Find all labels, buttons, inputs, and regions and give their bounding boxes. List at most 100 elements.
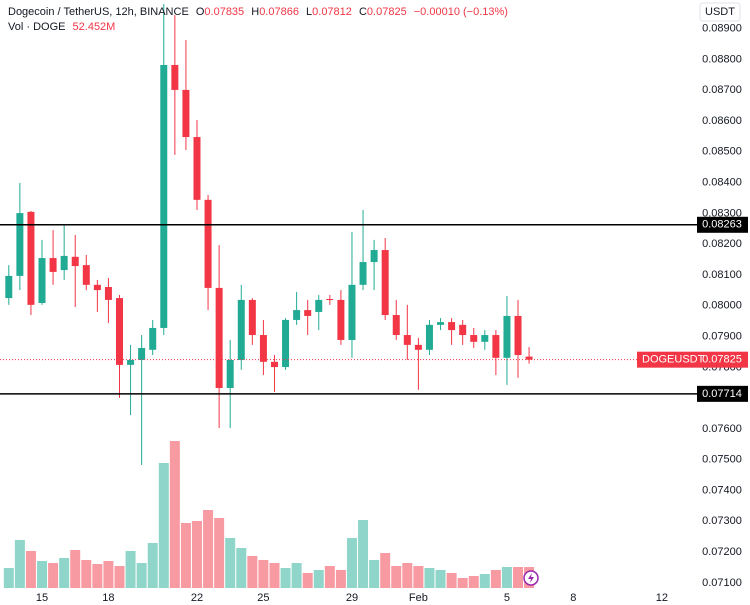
level-label: 0.07714 — [702, 388, 742, 400]
volume-bar — [70, 550, 81, 588]
volume-bar — [302, 573, 313, 588]
event-bolt — [528, 573, 534, 583]
volume-bar — [313, 570, 324, 588]
price-tag — [637, 351, 748, 368]
y-tick-label: 0.07600 — [702, 423, 742, 435]
candle-body — [149, 327, 157, 350]
x-tick-label: 15 — [36, 592, 48, 604]
candle-body — [237, 299, 245, 360]
x-tick-label: 29 — [346, 592, 358, 604]
last-price-label: 0.07825 — [702, 354, 742, 366]
x-tick-label: Feb — [409, 592, 428, 604]
volume-bar — [3, 568, 14, 588]
candle-body — [38, 258, 46, 304]
candle-body — [304, 310, 312, 316]
candle-body — [337, 299, 345, 340]
candle-body — [470, 335, 478, 342]
volume-bar — [203, 510, 214, 588]
candle-body — [71, 256, 79, 267]
candle-body — [425, 324, 433, 350]
y-tick-label: 0.08800 — [702, 53, 742, 65]
y-tick-label: 0.07300 — [702, 515, 742, 527]
candle-body — [370, 250, 378, 263]
volume-bar — [402, 563, 413, 588]
candle-body — [392, 315, 400, 336]
volume-bar — [358, 520, 369, 588]
symbol: Dogecoin / TetherUS, 12h, BINANCE — [8, 6, 189, 18]
candle-body — [49, 258, 57, 272]
x-tick-label: 12 — [656, 592, 668, 604]
y-tick-label: 0.07500 — [702, 454, 742, 466]
volume-bar — [191, 521, 202, 588]
currency-box[interactable] — [699, 2, 741, 22]
x-tick-label: 5 — [504, 592, 510, 604]
y-tick-label: 0.08200 — [702, 238, 742, 250]
volume-bar — [335, 570, 346, 588]
candle-body — [259, 335, 267, 362]
candle-body — [525, 356, 533, 360]
volume-bar — [236, 548, 247, 588]
candle-body — [414, 344, 422, 350]
candle-body — [315, 299, 323, 312]
volume-bar — [324, 566, 335, 588]
volume-bar — [37, 561, 48, 588]
y-tick-label: 0.08100 — [702, 269, 742, 281]
candle-body — [481, 335, 489, 342]
y-tick-label: 0.07200 — [702, 546, 742, 558]
candle-body — [359, 262, 367, 285]
volume-legend: Vol · DOGE 52.452M — [8, 21, 115, 33]
candle-body — [204, 199, 212, 288]
close-value: 0.07825 — [367, 6, 407, 18]
x-tick-label: 22 — [191, 592, 203, 604]
volume-bar — [158, 463, 169, 588]
candle-body — [93, 284, 101, 291]
close-label: C — [359, 6, 367, 18]
candle-body — [82, 265, 90, 285]
volume-value: 52.452M — [73, 21, 116, 33]
volume-bar — [413, 566, 424, 588]
price-layer — [5, 4, 533, 465]
candle-body — [226, 359, 234, 388]
y-tick-label: 0.08700 — [702, 84, 742, 96]
volume-layer — [3, 441, 535, 588]
volume-bar — [380, 553, 391, 588]
volume-bar — [468, 576, 479, 588]
open-label: O — [196, 6, 205, 18]
candle-body — [270, 361, 278, 368]
candle-body — [160, 64, 168, 328]
volume-bar — [457, 578, 468, 588]
volume-bar — [103, 561, 114, 588]
open-value: 0.07835 — [204, 6, 244, 18]
currency[interactable]: USDT — [705, 6, 735, 18]
volume-bar — [291, 563, 302, 588]
y-tick-label: 0.07100 — [702, 577, 742, 589]
volume-bar — [280, 568, 291, 588]
volume-name: Vol · DOGE — [8, 21, 65, 33]
volume-bar — [424, 568, 435, 588]
high-value: 0.07866 — [259, 6, 299, 18]
x-tick-label: 18 — [102, 592, 114, 604]
volume-bar — [435, 570, 446, 588]
legend-line: Dogecoin / TetherUS, 12h, BINANCE O0.078… — [8, 6, 508, 18]
candle-body — [248, 299, 256, 336]
y-tick-label: 0.07900 — [702, 330, 742, 342]
volume-bar — [513, 567, 524, 588]
low-value: 0.07812 — [312, 6, 352, 18]
level-tag — [697, 385, 748, 402]
x-tick-label: 25 — [257, 592, 269, 604]
volume-bar — [81, 560, 92, 588]
candle-body — [116, 298, 123, 365]
volume-bar — [147, 543, 158, 588]
volume-bar — [247, 556, 258, 588]
price-axis: 0.07100 0.07200 0.07300 0.07400 0.07500 0.076… — [697, 0, 750, 605]
volume-bar — [25, 551, 36, 588]
candle-body — [193, 137, 201, 200]
volume-bar — [391, 566, 402, 588]
level-tag — [697, 216, 748, 233]
candle-body — [448, 322, 456, 331]
y-tick-label: 0.08900 — [702, 23, 742, 35]
candle-body — [492, 335, 500, 358]
volume-bar — [214, 518, 225, 588]
low-label: L — [306, 6, 312, 18]
